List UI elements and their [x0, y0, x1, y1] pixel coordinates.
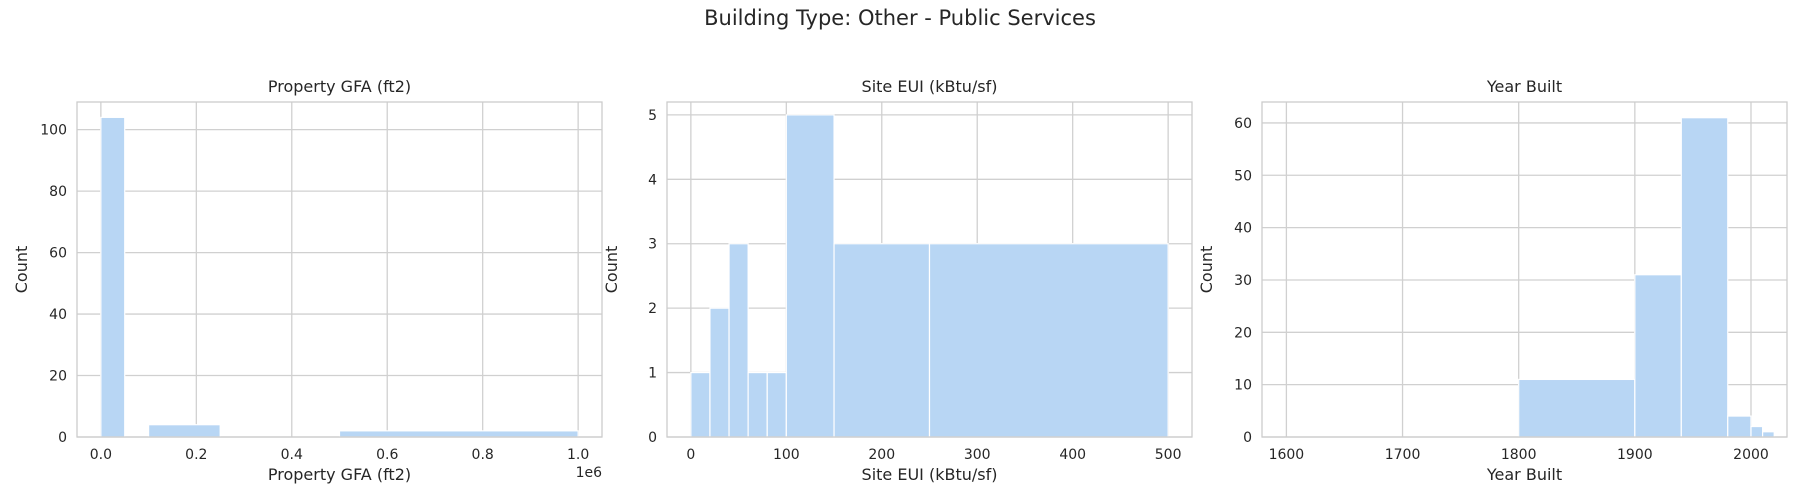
- panel-3-bar: [1762, 431, 1775, 438]
- panel-2-x-axis-label: Site EUI (kBtu/sf): [862, 465, 998, 484]
- panel-1-bar: [100, 116, 126, 438]
- panel-3-y-tick-label: 0: [1243, 430, 1252, 446]
- panel-3-title: Year Built: [1486, 77, 1562, 96]
- panel-3-x-axis-label: Year Built: [1486, 465, 1562, 484]
- figure-title: Building Type: Other - Public Services: [704, 6, 1096, 30]
- panel-1-y-tick-label: 80: [49, 184, 67, 200]
- panel-3-x-tick-label: 1800: [1501, 447, 1537, 463]
- panel-1-x-tick-label: 0.0: [90, 447, 112, 463]
- panel-1-y-tick-label: 20: [49, 369, 67, 385]
- panel-2-bar: [833, 243, 931, 438]
- panel-3-x-tick-label: 1900: [1617, 447, 1653, 463]
- panel-3-x-tick-label: 1600: [1269, 447, 1305, 463]
- panel-1-y-tick-label: 40: [49, 307, 67, 323]
- panel-1-x-axis-label: Property GFA (ft2): [268, 465, 411, 484]
- panel-2-y-tick-label: 0: [648, 430, 657, 446]
- panel-2-bar: [747, 371, 768, 438]
- panel-2-y-axis-label: Count: [602, 246, 621, 294]
- panel-1-y-tick-label: 60: [49, 246, 67, 262]
- panel-1-x-offset-label: 1e6: [576, 465, 603, 481]
- panel-2-y-tick-label: 3: [648, 237, 657, 253]
- panel-2-y-tick-label: 4: [648, 172, 657, 188]
- panel-3-bar: [1727, 415, 1752, 438]
- panel-2-y-tick-label: 2: [648, 301, 657, 317]
- panel-1-y-axis-label: Count: [12, 246, 31, 294]
- panel-2-y-tick-label: 1: [648, 366, 657, 382]
- panel-2-x-tick-label: 500: [1155, 447, 1182, 463]
- panel-2-bar: [766, 371, 787, 438]
- panel-2-x-tick-label: 100: [773, 447, 800, 463]
- panel-3-y-tick-label: 60: [1234, 116, 1252, 132]
- panel-2-title: Site EUI (kBtu/sf): [862, 77, 998, 96]
- panel-3-bar: [1634, 274, 1682, 438]
- panel-3-x-tick-label: 2000: [1733, 447, 1769, 463]
- panel-1-x-tick-label: 0.6: [376, 447, 398, 463]
- panel-2-x-tick-label: 400: [1059, 447, 1086, 463]
- panel-2-bar: [690, 371, 711, 438]
- panel-3-x-tick-label: 1700: [1385, 447, 1421, 463]
- panel-3-y-axis-label: Count: [1197, 246, 1216, 294]
- panel-1-y-tick-label: 0: [58, 430, 67, 446]
- panel-2-bar: [928, 243, 1169, 438]
- panel-1-title: Property GFA (ft2): [268, 77, 411, 96]
- panel-2-bar: [709, 307, 730, 438]
- panel-1-frame: [76, 101, 603, 438]
- panel-1-bar: [147, 424, 221, 438]
- panel-2-frame: [666, 101, 1193, 438]
- panel-3-bar: [1680, 117, 1729, 438]
- panel-1-x-tick-label: 0.8: [472, 447, 494, 463]
- panel-3-y-tick-label: 40: [1234, 221, 1252, 237]
- panel-1-y-tick-label: 100: [40, 123, 67, 139]
- panel-2-bar: [728, 243, 749, 438]
- panel-1-bar: [338, 430, 579, 438]
- panel-1-x-tick-label: 1.0: [567, 447, 589, 463]
- panel-1-x-tick-label: 0.4: [281, 447, 303, 463]
- panel-2-x-tick-label: 200: [868, 447, 895, 463]
- panel-3-y-tick-label: 10: [1234, 378, 1252, 394]
- panel-3-bar: [1750, 425, 1764, 438]
- panel-3-y-tick-label: 50: [1234, 168, 1252, 184]
- panel-1-x-tick-label: 0.2: [185, 447, 207, 463]
- panel-2-x-tick-label: 300: [964, 447, 991, 463]
- panel-1-plot-area: [77, 102, 602, 437]
- panel-3-frame: [1261, 101, 1788, 438]
- panel-3-y-tick-label: 20: [1234, 325, 1252, 341]
- panel-2-x-tick-label: 0: [686, 447, 695, 463]
- panel-2-y-tick-label: 5: [648, 108, 657, 124]
- panel-3-y-tick-label: 30: [1234, 273, 1252, 289]
- panel-3-bar: [1518, 378, 1636, 438]
- panel-2-bar: [785, 114, 835, 438]
